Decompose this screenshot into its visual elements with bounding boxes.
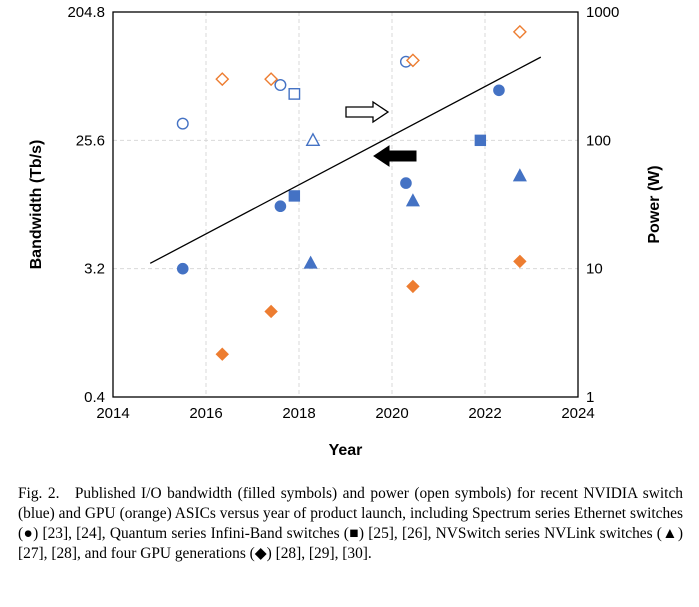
x-tick-label: 2014	[96, 405, 129, 422]
axis-arrows	[345, 100, 417, 167]
bandwidth-point-gpu-diamond	[215, 347, 229, 361]
bandwidth-point-switch-circle	[493, 84, 505, 97]
bandwidth-point-switch-triangle	[303, 255, 318, 269]
grid	[112, 11, 579, 398]
left-y-tick-label: 204.8	[67, 4, 105, 21]
bandwidth-point-switch-circle	[400, 177, 412, 189]
power-point-switch-square	[288, 88, 301, 100]
bandwidth-point-switch-square	[288, 190, 301, 202]
left-y-tick-label: 3.2	[84, 261, 105, 278]
x-tick-label: 2020	[375, 405, 408, 422]
x-tick-labels: 2014 2016 2018 2020 2022 2024	[96, 405, 594, 422]
power-point-switch-triangle	[305, 132, 321, 147]
right-y-tick-label: 1	[586, 389, 594, 406]
right-y-tick-labels: 1 10 100 1000	[586, 4, 619, 406]
bandwidth-point-switch-triangle	[405, 193, 420, 207]
bandwidth-point-gpu-diamond	[406, 279, 420, 294]
right-y-tick-label: 10	[586, 261, 603, 278]
power-point-gpu-diamond	[405, 53, 420, 68]
open-arrow-right	[345, 100, 390, 124]
x-tick-label: 2024	[561, 405, 594, 422]
right-y-tick-label: 100	[586, 132, 611, 149]
bandwidth-point-gpu-diamond	[264, 304, 278, 319]
x-axis-title: Year	[329, 442, 363, 459]
trend-line-segment	[149, 56, 542, 264]
power-point-gpu-diamond	[264, 72, 279, 87]
right-y-axis-title: Power (W)	[646, 165, 663, 243]
x-tick-label: 2022	[468, 405, 501, 422]
bandwidth-point-gpu-diamond	[513, 254, 527, 269]
filled-arrow-left	[373, 145, 417, 167]
left-y-tick-label: 0.4	[84, 389, 105, 406]
figure-caption: Fig. 2. Published I/O bandwidth (filled …	[18, 485, 683, 562]
bandwidth-point-switch-triangle	[512, 168, 527, 182]
power-point-switch-circle	[176, 117, 189, 130]
chart: 2014 2016 2018 2020 2022 2024 0.4 3.2 25.6 204.8…	[28, 4, 663, 459]
plot-frame	[112, 11, 579, 398]
x-tick-label: 2016	[189, 405, 222, 422]
left-y-axis-title: Bandwidth (Tb/s)	[28, 140, 45, 270]
bandwidth-point-switch-circle	[274, 200, 287, 213]
data-series	[176, 24, 527, 361]
bandwidth-point-switch-circle	[176, 262, 189, 275]
x-tick-label: 2018	[282, 405, 315, 422]
power-point-gpu-diamond	[215, 72, 230, 87]
power-point-switch-circle	[274, 78, 287, 91]
left-y-tick-labels: 0.4 3.2 25.6 204.8	[67, 4, 105, 406]
right-y-tick-label: 1000	[586, 4, 619, 21]
bandwidth-point-switch-square	[474, 134, 487, 147]
power-point-gpu-diamond	[512, 24, 527, 39]
trend-line	[149, 56, 542, 264]
left-y-tick-label: 25.6	[76, 132, 105, 149]
